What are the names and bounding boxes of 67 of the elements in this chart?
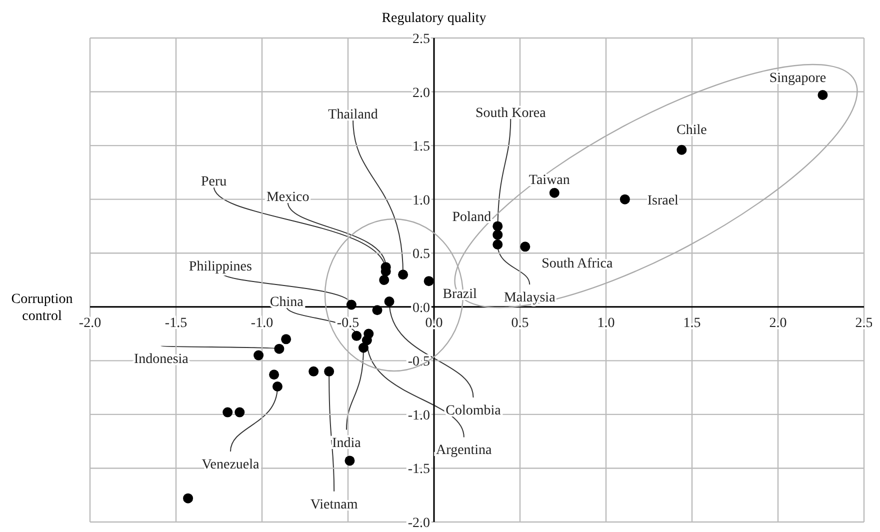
point — [549, 188, 560, 198]
annotation: Colombia — [446, 404, 502, 419]
y-tick-label: 0.5 — [412, 247, 430, 262]
y-tick-label: 1.5 — [412, 140, 430, 155]
annotation: Israel — [647, 193, 679, 208]
annotation: Argentina — [436, 443, 493, 458]
x-tick-label: 2.0 — [769, 316, 787, 331]
y-tick-label: 2.0 — [412, 86, 430, 101]
point — [492, 240, 503, 250]
annotation: Thailand — [328, 108, 378, 123]
point — [352, 330, 362, 341]
point — [372, 305, 382, 316]
annotation: Vietnam — [310, 497, 358, 512]
annotation: Chile — [676, 122, 707, 138]
annotation: Philippines — [188, 260, 252, 275]
x-tick-label: 1.5 — [683, 316, 701, 331]
annotation: Poland — [452, 210, 492, 226]
point — [234, 407, 245, 418]
x-tick-label: -2.0 — [78, 316, 102, 331]
x-tick-label: -1.0 — [250, 316, 274, 331]
y-tick-label: -2.0 — [408, 516, 430, 531]
annotation: Venezuela — [202, 457, 260, 472]
point — [344, 456, 355, 466]
x-tick-label: 0.5 — [511, 316, 529, 331]
annotation: India — [332, 436, 362, 451]
annotation: Peru — [201, 174, 227, 190]
point — [272, 381, 282, 392]
annotation: Singapore — [769, 71, 826, 86]
annotation: Taiwan — [528, 172, 570, 188]
annotation: Indonesia — [134, 352, 190, 367]
x-tick-label: -0.5 — [336, 316, 360, 331]
annotation: Mexico — [266, 190, 310, 206]
x-axis-title: Corruption control — [11, 292, 73, 324]
point — [269, 370, 280, 380]
point — [281, 334, 292, 344]
point — [818, 90, 828, 100]
y-tick-label: -0.5 — [408, 354, 430, 370]
point — [183, 493, 194, 504]
point — [379, 275, 390, 285]
point — [362, 335, 372, 346]
annotation: South Africa — [542, 256, 614, 272]
point — [676, 144, 687, 155]
annotation: South Korea — [475, 106, 547, 121]
point — [620, 194, 630, 204]
x-tick-label: 1.0 — [597, 316, 615, 331]
y-axis-title: Regulatory quality — [382, 11, 486, 26]
y-tick-label: -1.5 — [408, 462, 430, 478]
point — [398, 270, 408, 280]
y-tick-label: 1.0 — [412, 193, 430, 208]
x-tick-label: -1.5 — [164, 316, 188, 331]
point — [308, 366, 319, 376]
point — [384, 296, 394, 307]
point — [492, 230, 503, 240]
annotation: Brazil — [442, 287, 478, 302]
point — [254, 350, 264, 360]
annotation: Malaysia — [504, 290, 556, 306]
point — [424, 276, 434, 286]
point — [222, 407, 233, 418]
point — [346, 300, 356, 310]
point — [492, 221, 503, 232]
y-tick-label: -1.0 — [408, 408, 430, 424]
point — [520, 242, 530, 252]
x-tick-label: 2.5 — [855, 316, 873, 331]
point — [324, 366, 334, 376]
point — [358, 342, 368, 353]
y-tick-label: 2.5 — [412, 32, 430, 47]
point — [274, 344, 284, 354]
